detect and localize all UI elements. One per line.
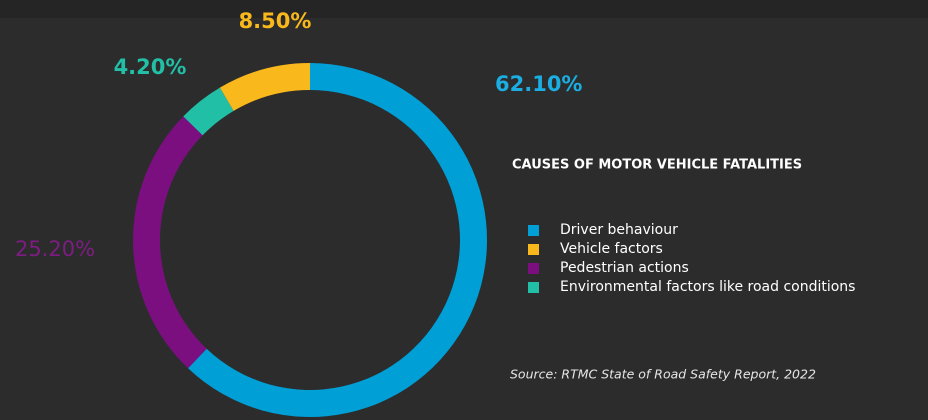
- legend-swatch: [528, 282, 539, 293]
- value-label: 8.50%: [239, 9, 312, 33]
- value-label: 25.20%: [15, 237, 95, 261]
- value-label: 4.20%: [114, 55, 187, 79]
- legend-label: Driver behaviour: [560, 222, 678, 238]
- legend-label: Vehicle factors: [560, 241, 663, 257]
- donut-slice: [132, 116, 207, 369]
- value-label: 62.10%: [495, 72, 582, 96]
- top-band: [0, 0, 928, 18]
- donut-slice: [183, 87, 234, 136]
- donut-slice: [219, 63, 310, 111]
- source: Source: RTMC State of Road Safety Report…: [510, 367, 816, 382]
- donut-slice: [188, 63, 487, 417]
- legend-swatch: [528, 225, 539, 236]
- legend-title: CAUSES OF MOTOR VEHICLE FATALITIES: [512, 158, 802, 173]
- legend-swatch: [528, 263, 539, 274]
- legend-label: Pedestrian actions: [560, 260, 689, 276]
- legend-label: Environmental factors like road conditio…: [560, 279, 855, 295]
- legend-swatch: [528, 244, 539, 255]
